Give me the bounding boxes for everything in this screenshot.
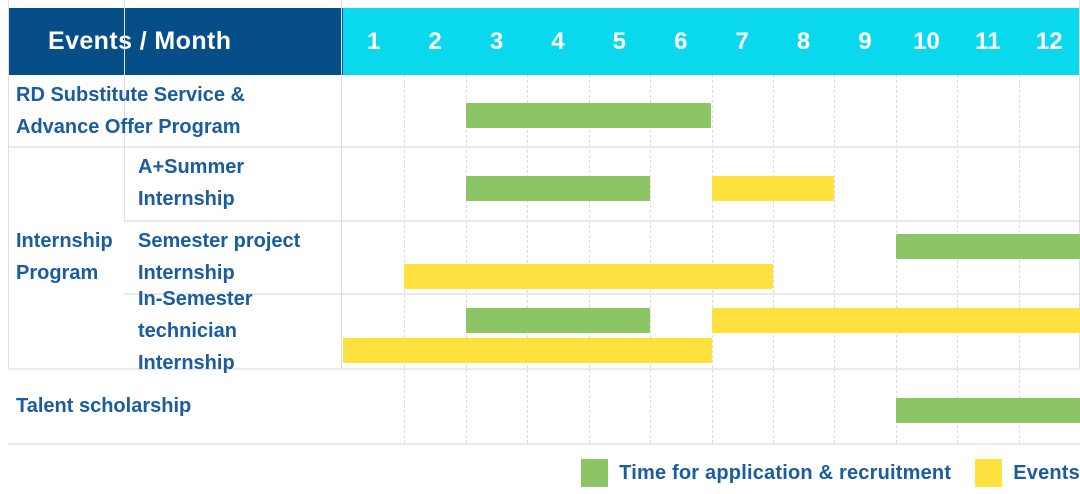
bar-event xyxy=(711,308,1080,333)
month-label: 2 xyxy=(428,27,442,55)
month-label: 9 xyxy=(858,27,872,55)
legend-label: Events xyxy=(1013,461,1080,484)
month-label: 4 xyxy=(551,27,565,55)
legend-label: Time for application & recruitment xyxy=(619,461,952,484)
row-label: RD Substitute Service & Advance Offer Pr… xyxy=(16,83,245,138)
month-gridline xyxy=(650,75,652,443)
legend-swatch-application xyxy=(581,459,609,487)
legend-item: Time for application & recruitment xyxy=(581,459,951,487)
bar-event xyxy=(404,264,773,289)
month-header: 1 2 3 4 5 6 7 8 9 10 11 12 xyxy=(343,8,1080,75)
legend-swatch-event xyxy=(975,459,1003,487)
row-label: Semester project Internship xyxy=(138,229,301,284)
grid-line-v xyxy=(341,0,342,368)
month-label: 3 xyxy=(489,27,504,55)
bar-application xyxy=(895,234,1080,259)
bar-event xyxy=(343,338,712,363)
row-label: A+Summer Internship xyxy=(138,156,245,210)
grid-line-h xyxy=(124,220,1080,222)
month-gridline xyxy=(1018,75,1020,443)
month-label: 10 xyxy=(913,27,940,55)
month-gridline xyxy=(527,75,529,443)
row-label: Talent scholarship xyxy=(16,394,192,417)
month-label: 6 xyxy=(674,27,688,55)
legend-item: Events xyxy=(975,459,1080,487)
month-gridline xyxy=(957,75,959,443)
row-label: In-Semester technician Internship xyxy=(138,287,253,374)
month-gridline xyxy=(772,75,774,443)
page-title: Events / Month xyxy=(48,27,232,55)
grid-line-h xyxy=(8,368,1080,370)
legend: Time for application & recruitment Events xyxy=(581,454,1080,492)
month-label: 5 xyxy=(612,27,627,55)
grid-line-h xyxy=(8,443,1080,445)
bar-application xyxy=(465,308,651,333)
month-label: 12 xyxy=(1035,27,1063,55)
bar-application xyxy=(895,398,1080,423)
bar-event xyxy=(711,175,835,201)
month-gridline xyxy=(895,75,897,443)
grid-line-h xyxy=(124,293,1080,295)
month-label: 11 xyxy=(975,27,1001,55)
month-label: 7 xyxy=(735,27,749,55)
month-gridline xyxy=(588,75,590,443)
grid-line-v xyxy=(8,0,9,368)
bar-application xyxy=(465,175,651,201)
group-label: Internship Program xyxy=(16,230,113,284)
month-gridline xyxy=(711,75,713,443)
month-gridline xyxy=(465,75,467,443)
grid-line-h xyxy=(8,146,1080,148)
bar-application xyxy=(465,103,712,128)
month-gridline xyxy=(834,75,836,443)
month-label: 1 xyxy=(367,27,381,55)
month-gridline xyxy=(404,75,406,443)
month-label: 8 xyxy=(796,27,811,55)
grid-line-v xyxy=(124,0,125,222)
header-events-month: Events / Month xyxy=(8,8,343,75)
